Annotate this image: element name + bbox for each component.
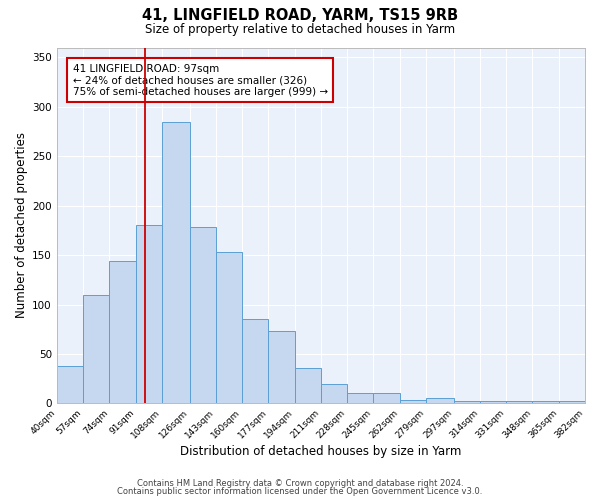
Text: Contains public sector information licensed under the Open Government Licence v3: Contains public sector information licen… (118, 487, 482, 496)
Bar (426, 398, 454, 404)
Bar (136, 226, 162, 404)
Y-axis label: Number of detached properties: Number of detached properties (15, 132, 28, 318)
Bar (83, 294, 109, 404)
Bar (162, 122, 190, 404)
Bar (480, 402, 506, 404)
Bar (400, 400, 426, 404)
Bar (57, 366, 83, 404)
Bar (559, 402, 585, 404)
Bar (506, 402, 532, 404)
Text: Contains HM Land Registry data © Crown copyright and database right 2024.: Contains HM Land Registry data © Crown c… (137, 478, 463, 488)
Bar (321, 384, 347, 404)
Bar (347, 392, 373, 404)
Text: 41 LINGFIELD ROAD: 97sqm
← 24% of detached houses are smaller (326)
75% of semi-: 41 LINGFIELD ROAD: 97sqm ← 24% of detach… (73, 64, 328, 96)
Bar (532, 402, 559, 404)
Bar (242, 320, 268, 404)
Text: 41, LINGFIELD ROAD, YARM, TS15 9RB: 41, LINGFIELD ROAD, YARM, TS15 9RB (142, 8, 458, 22)
Bar (190, 228, 216, 404)
Bar (373, 392, 400, 404)
Bar (268, 331, 295, 404)
Bar (295, 368, 321, 404)
Text: Size of property relative to detached houses in Yarm: Size of property relative to detached ho… (145, 22, 455, 36)
X-axis label: Distribution of detached houses by size in Yarm: Distribution of detached houses by size … (180, 444, 461, 458)
Bar (109, 261, 136, 404)
Bar (454, 402, 480, 404)
Bar (216, 252, 242, 404)
